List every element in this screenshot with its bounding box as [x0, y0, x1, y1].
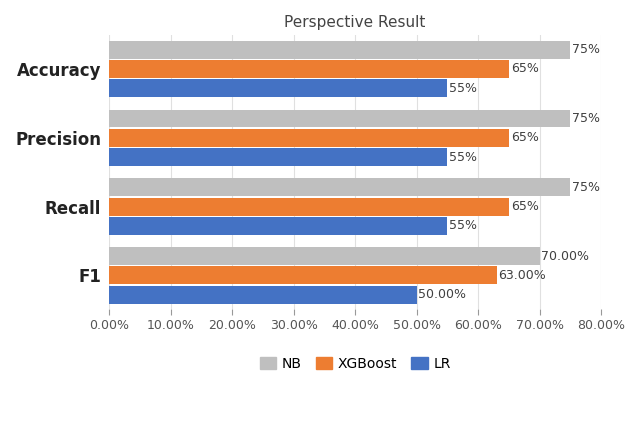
- Title: Perspective Result: Perspective Result: [284, 15, 426, 30]
- Text: 65%: 65%: [511, 200, 538, 213]
- Bar: [109, 148, 447, 166]
- Bar: [109, 217, 447, 235]
- Text: 65%: 65%: [511, 62, 538, 76]
- Bar: [109, 109, 570, 127]
- Bar: [109, 60, 509, 78]
- Text: 55%: 55%: [449, 82, 477, 95]
- Text: 50.00%: 50.00%: [419, 288, 467, 301]
- Text: 65%: 65%: [511, 131, 538, 144]
- Bar: [109, 247, 540, 265]
- Text: 55%: 55%: [449, 219, 477, 233]
- Text: 75%: 75%: [572, 181, 600, 194]
- Legend: NB, XGBoost, LR: NB, XGBoost, LR: [254, 351, 456, 377]
- Text: 70.00%: 70.00%: [541, 250, 589, 263]
- Bar: [109, 41, 570, 59]
- Bar: [109, 129, 509, 147]
- Bar: [109, 178, 570, 196]
- Bar: [109, 286, 417, 304]
- Bar: [109, 266, 497, 284]
- Text: 75%: 75%: [572, 43, 600, 56]
- Text: 63.00%: 63.00%: [499, 269, 546, 282]
- Text: 55%: 55%: [449, 151, 477, 163]
- Bar: [109, 79, 447, 97]
- Text: 75%: 75%: [572, 112, 600, 125]
- Bar: [109, 198, 509, 215]
